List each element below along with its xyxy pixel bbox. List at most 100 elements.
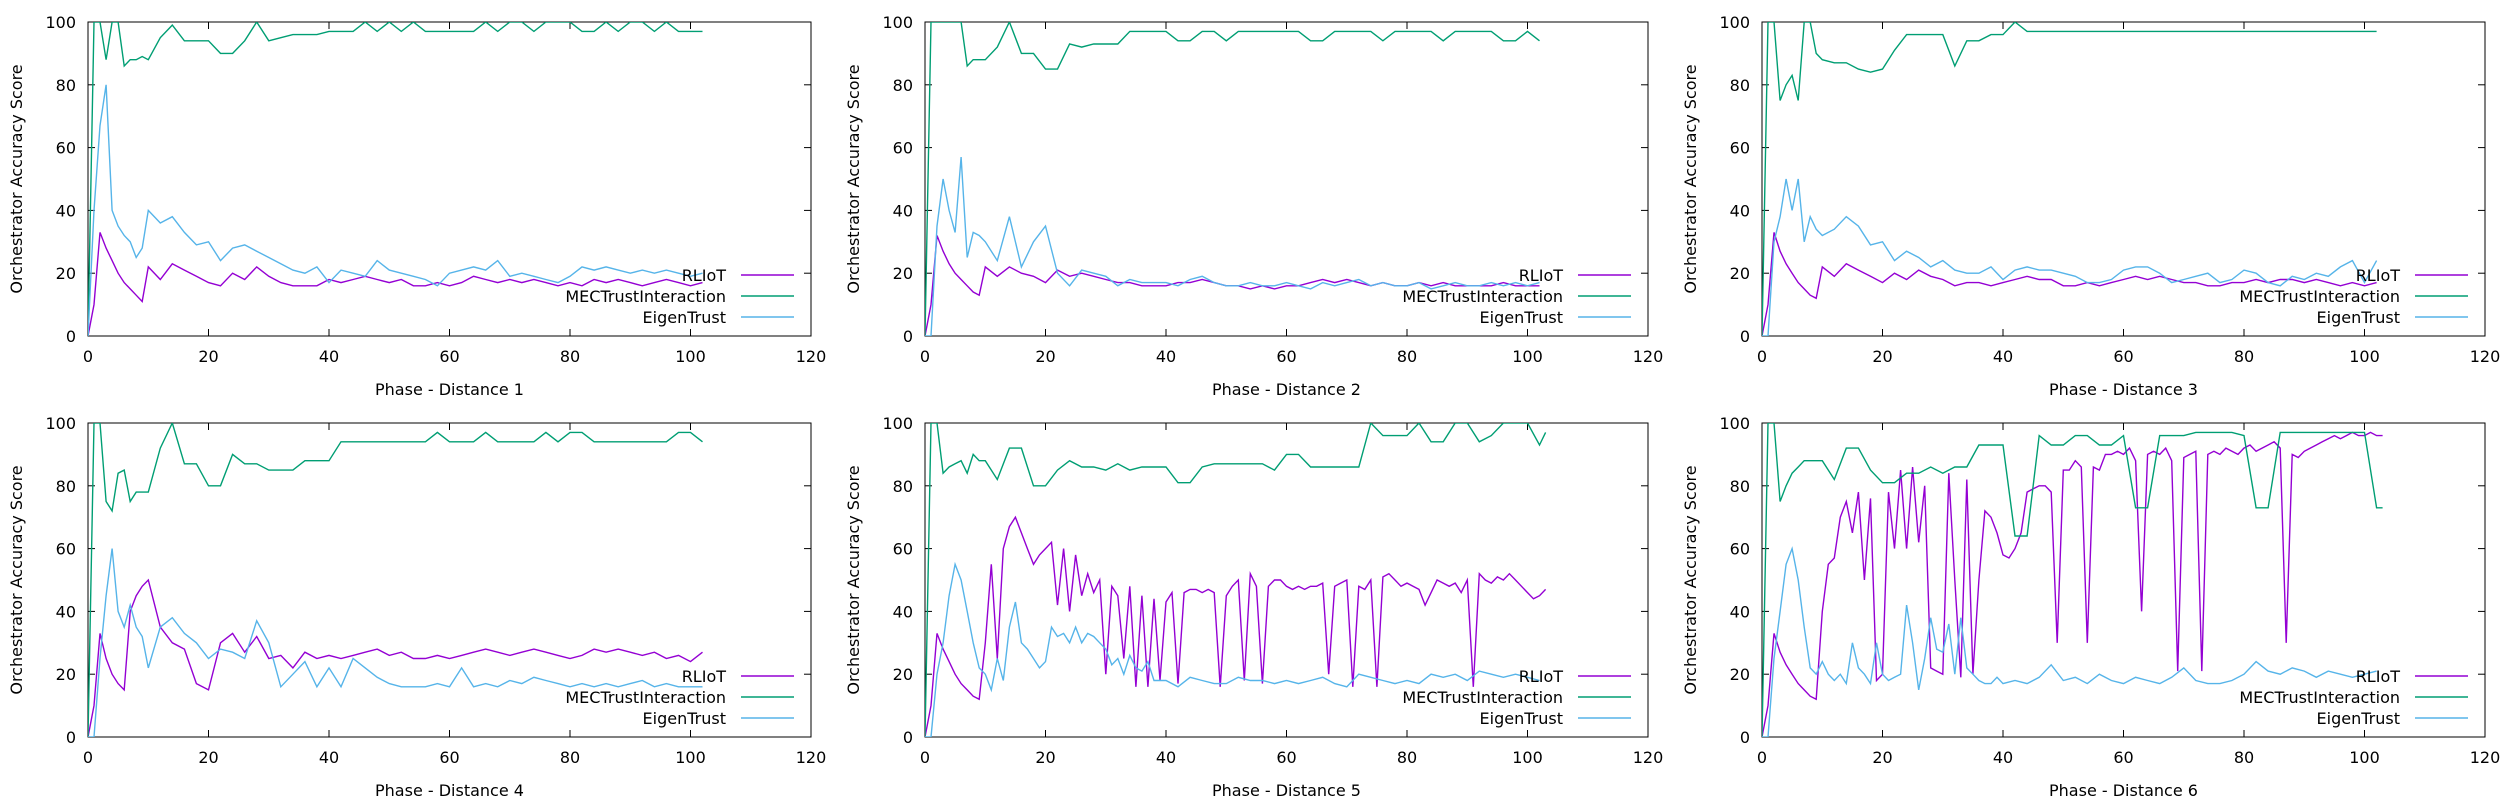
y-tick-label: 40 — [893, 602, 913, 621]
x-tick-label: 20 — [1872, 748, 1892, 767]
legend: RLIoT MECTrustInteraction EigenTrust — [565, 667, 794, 728]
y-tick-label: 80 — [56, 76, 76, 95]
x-tick-label: 20 — [1872, 347, 1892, 366]
x-axis-label: Phase - Distance 4 — [375, 781, 524, 800]
y-tick-label: 80 — [1730, 477, 1750, 496]
y-tick-label: 100 — [882, 13, 913, 32]
series-line-rliot — [925, 515, 1547, 737]
y-tick-label: 80 — [56, 477, 76, 496]
y-tick-label: 60 — [56, 540, 76, 559]
x-tick-label: 80 — [560, 347, 580, 366]
x-tick-label: 40 — [1156, 347, 1176, 366]
series-line-eigentrust — [925, 156, 1540, 336]
y-tick-label: 0 — [1740, 327, 1750, 346]
y-tick-label: 20 — [1730, 665, 1750, 684]
x-tick-label: 100 — [1512, 347, 1543, 366]
x-axis-label: Phase - Distance 1 — [375, 380, 524, 399]
y-axis-label: Orchestrator Accuracy Score — [1681, 64, 1700, 293]
legend: RLIoT MECTrustInteraction EigenTrust — [2239, 667, 2468, 728]
y-tick-label: 0 — [1740, 728, 1750, 747]
y-axis-label: Orchestrator Accuracy Score — [844, 465, 863, 694]
y-axis-label: Orchestrator Accuracy Score — [844, 64, 863, 293]
x-tick-label: 40 — [1993, 748, 2013, 767]
series-line-eigentrust — [1762, 178, 2378, 336]
chart-panel-5: 0 20 40 60 80 100 120 0 20 40 60 80 100 Phase - Dista… — [844, 414, 1663, 800]
legend-label: EigenTrust — [1480, 308, 1563, 327]
x-tick-label: 60 — [439, 748, 459, 767]
y-tick-label: 80 — [1730, 76, 1750, 95]
x-axis-label: Phase - Distance 3 — [2049, 380, 2198, 399]
x-tick-label: 100 — [675, 347, 706, 366]
y-tick-label: 60 — [1730, 540, 1750, 559]
x-tick-label: 120 — [2470, 347, 2500, 366]
x-tick-label: 20 — [198, 347, 218, 366]
chart-panel-1: 0 20 40 60 80 100 120 0 20 40 60 80 100 Phase - Dista… — [7, 13, 826, 399]
x-tick-label: 120 — [1633, 748, 1664, 767]
legend-label: RLIoT — [2356, 266, 2401, 285]
legend: RLIoT MECTrustInteraction EigenTrust — [1402, 667, 1631, 728]
x-tick-label: 60 — [439, 347, 459, 366]
legend: RLIoT MECTrustInteraction EigenTrust — [565, 266, 794, 327]
series-line-rliot — [1762, 431, 2383, 737]
x-tick-label: 80 — [1397, 347, 1417, 366]
series-line-mectrustinteraction — [925, 423, 1547, 737]
series-line-rliot — [1762, 232, 2377, 336]
x-tick-label: 0 — [920, 347, 930, 366]
x-tick-label: 40 — [1156, 748, 1176, 767]
y-axis-label: Orchestrator Accuracy Score — [1681, 465, 1700, 694]
series-line-mectrustinteraction — [88, 22, 703, 336]
y-tick-label: 60 — [1730, 139, 1750, 158]
legend-label: MECTrustInteraction — [1402, 287, 1563, 306]
y-tick-label: 20 — [893, 665, 913, 684]
y-tick-label: 100 — [1719, 414, 1750, 433]
x-tick-label: 0 — [920, 748, 930, 767]
y-tick-label: 60 — [893, 139, 913, 158]
y-tick-label: 20 — [1730, 264, 1750, 283]
chart-panel-6: 0 20 40 60 80 100 120 0 20 40 60 80 100 Phase - Dista… — [1681, 414, 2500, 800]
x-tick-label: 80 — [2234, 347, 2254, 366]
chart-panel-4: 0 20 40 60 80 100 120 0 20 40 60 80 100 Phase - Dista… — [7, 414, 826, 800]
x-axis-label: Phase - Distance 5 — [1212, 781, 1361, 800]
y-tick-label: 100 — [45, 13, 76, 32]
x-tick-label: 40 — [319, 347, 339, 366]
series-line-mectrustinteraction — [1762, 423, 2383, 737]
y-tick-label: 20 — [56, 665, 76, 684]
legend-label: EigenTrust — [643, 308, 726, 327]
y-tick-label: 40 — [56, 201, 76, 220]
y-axis-label: Orchestrator Accuracy Score — [7, 64, 26, 293]
legend-label: RLIoT — [682, 266, 727, 285]
y-tick-label: 0 — [903, 327, 913, 346]
legend: RLIoT MECTrustInteraction EigenTrust — [2239, 266, 2468, 327]
x-tick-label: 60 — [1276, 748, 1296, 767]
y-tick-label: 40 — [893, 201, 913, 220]
x-tick-label: 60 — [2113, 347, 2133, 366]
x-tick-label: 120 — [796, 347, 827, 366]
series-line-mectrustinteraction — [88, 423, 703, 737]
y-tick-label: 20 — [56, 264, 76, 283]
x-tick-label: 20 — [1035, 347, 1055, 366]
legend-label: EigenTrust — [2317, 709, 2400, 728]
y-axis-label: Orchestrator Accuracy Score — [7, 465, 26, 694]
series-line-rliot — [88, 578, 703, 737]
x-tick-label: 100 — [1512, 748, 1543, 767]
x-tick-label: 40 — [319, 748, 339, 767]
x-tick-label: 0 — [83, 748, 93, 767]
legend-label: EigenTrust — [1480, 709, 1563, 728]
y-tick-label: 40 — [1730, 201, 1750, 220]
legend-label: MECTrustInteraction — [565, 688, 726, 707]
series-line-eigentrust — [88, 84, 703, 336]
x-tick-label: 120 — [796, 748, 827, 767]
legend-label: RLIoT — [1519, 266, 1564, 285]
series-line-eigentrust — [1762, 546, 2377, 737]
x-tick-label: 20 — [1035, 748, 1055, 767]
legend-label: EigenTrust — [2317, 308, 2400, 327]
x-tick-label: 80 — [1397, 748, 1417, 767]
y-tick-label: 0 — [66, 327, 76, 346]
y-tick-label: 0 — [903, 728, 913, 747]
series-line-rliot — [925, 235, 1540, 336]
legend-label: MECTrustInteraction — [2239, 287, 2400, 306]
legend-label: MECTrustInteraction — [1402, 688, 1563, 707]
series-line-rliot — [88, 232, 703, 336]
x-tick-label: 20 — [198, 748, 218, 767]
